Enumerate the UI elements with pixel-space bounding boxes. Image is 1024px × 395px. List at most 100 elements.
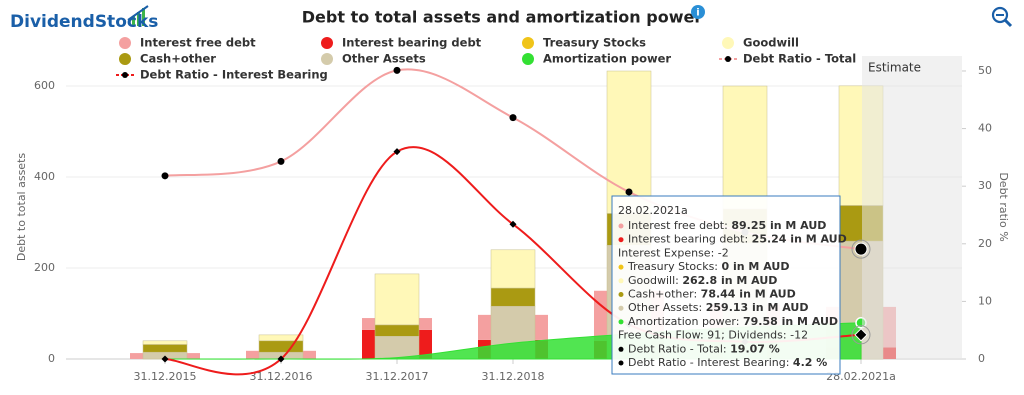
y2-tick-label: 40 xyxy=(978,122,992,135)
y-tick-label: 200 xyxy=(34,261,55,274)
y2-axis-title: Debt ratio % xyxy=(997,172,1010,241)
tooltip-bullet xyxy=(618,305,624,311)
tooltip-value: 19.07 % xyxy=(730,342,780,355)
tooltip-bullet xyxy=(618,237,624,243)
y2-tick-label: 50 xyxy=(978,64,992,77)
tooltip-bullet xyxy=(618,360,624,366)
tooltip-title: 28.02.2021a xyxy=(618,204,688,217)
legend-marker xyxy=(321,37,333,49)
tooltip-row: Interest free debt: 89.25 in M AUD xyxy=(628,219,826,232)
tooltip-label: Other Assets: xyxy=(628,301,702,314)
tooltip-label: Cash+other: xyxy=(628,288,697,301)
point xyxy=(854,242,868,256)
zoom-button[interactable] xyxy=(991,6,1013,28)
legend-item[interactable]: Goodwill xyxy=(722,36,799,50)
tooltip-label: Interest free debt: xyxy=(628,219,728,232)
point xyxy=(161,172,169,180)
bar xyxy=(142,344,188,353)
bar xyxy=(490,249,536,289)
y2-tick-label: 20 xyxy=(978,237,992,250)
tooltip-row: Amortization power: 79.58 in M AUD xyxy=(628,315,838,328)
bar xyxy=(258,334,304,342)
tooltip-value: 4.2 % xyxy=(793,356,827,369)
x-tick-label: 31.12.2016 xyxy=(250,370,313,383)
point xyxy=(509,220,517,228)
legend-label: Cash+other xyxy=(140,52,216,66)
legend-marker xyxy=(321,53,333,65)
tooltip-bullet xyxy=(618,346,624,352)
tooltip-value: 79.58 in M AUD xyxy=(743,315,838,328)
point xyxy=(161,355,169,363)
point xyxy=(854,328,868,342)
legend-label: Goodwill xyxy=(743,36,799,50)
legend-item[interactable]: Debt Ratio - Interest Bearing xyxy=(116,68,328,82)
bar xyxy=(374,273,420,326)
tooltip-row: Debt Ratio - Total: 19.07 % xyxy=(628,342,780,355)
tooltip-row: Interest Expense: -2 xyxy=(618,246,729,259)
point xyxy=(393,148,401,156)
point xyxy=(625,188,633,196)
bar xyxy=(490,287,536,307)
legend-label: Debt Ratio - Total xyxy=(743,52,856,66)
tooltip-label: Debt Ratio - Interest Bearing: xyxy=(628,356,789,369)
tooltip-value: 262.8 in M AUD xyxy=(682,274,777,287)
bar xyxy=(374,336,420,360)
legend-item[interactable]: Interest bearing debt xyxy=(321,36,482,50)
hover-ring xyxy=(851,325,871,345)
legend-item[interactable]: Amortization power xyxy=(522,52,671,66)
tooltip-label: Amortization power: xyxy=(628,315,739,328)
info-icon[interactable] xyxy=(691,5,705,19)
legend-label: Debt Ratio - Interest Bearing xyxy=(140,68,328,82)
legend-item[interactable]: Other Assets xyxy=(321,52,426,66)
tooltip-row: Cash+other: 78.44 in M AUD xyxy=(628,288,796,301)
tooltip-row: Treasury Stocks: 0 in M AUD xyxy=(627,260,789,273)
tooltip-value: 89.25 in M AUD xyxy=(731,219,826,232)
tooltip-row: Goodwill: 262.8 in M AUD xyxy=(628,274,777,287)
y2-tick-label: 10 xyxy=(978,294,992,307)
point xyxy=(277,355,285,363)
y-tick-label: 0 xyxy=(48,352,55,365)
logo-icon xyxy=(127,5,149,26)
y-axis-title: Debt to total assets xyxy=(15,153,28,262)
point xyxy=(509,114,517,122)
legend-marker xyxy=(119,37,131,49)
chart-title: Debt to total assets and amortization po… xyxy=(302,8,703,27)
estimate-label: Estimate xyxy=(868,61,921,75)
y-tick-label: 400 xyxy=(34,170,55,183)
tooltip-row: Debt Ratio - Interest Bearing: 4.2 % xyxy=(628,356,827,369)
legend-marker xyxy=(122,72,128,78)
y2-tick-label: 0 xyxy=(978,352,985,365)
tooltip-bullet xyxy=(618,292,624,297)
tooltip-box xyxy=(611,195,841,375)
legend-marker xyxy=(725,56,731,62)
tooltip-value: 259.13 in M AUD xyxy=(706,301,809,314)
tooltip-value: 0 in M AUD xyxy=(722,260,790,273)
info-text[interactable]: i xyxy=(696,8,699,19)
tooltip-row: Interest bearing debt: 25.24 in M AUD xyxy=(628,233,847,246)
tooltip-label: Debt Ratio - Total: xyxy=(628,342,727,355)
legend-item[interactable]: Debt Ratio - Total xyxy=(719,52,856,66)
tooltip-value: 25.24 in M AUD xyxy=(752,233,847,246)
point xyxy=(277,157,285,165)
legend-label: Amortization power xyxy=(543,52,671,66)
y-tick-label: 600 xyxy=(34,79,55,92)
legend-label: Other Assets xyxy=(342,52,426,66)
hover-ring xyxy=(851,239,871,259)
tooltip-row: Other Assets: 259.13 in M AUD xyxy=(628,301,808,314)
x-tick-label: 28.02.2021a xyxy=(826,370,896,383)
bar xyxy=(142,340,188,345)
tooltip: 28.02.2021a Interest free debt: 89.25 in … xyxy=(611,195,847,375)
legend-item[interactable]: Treasury Stocks xyxy=(522,36,646,50)
tooltip-label: Goodwill: xyxy=(628,274,679,287)
bar xyxy=(374,324,420,337)
x-tick-label: 31.12.2015 xyxy=(134,370,197,383)
legend-item[interactable]: Cash+other xyxy=(119,52,216,66)
legend-label: Treasury Stocks xyxy=(543,36,646,50)
logo: DividendStocks xyxy=(10,12,158,32)
estimate-region xyxy=(862,56,962,359)
x-tick-label: 31.12.2017 xyxy=(366,370,429,383)
legend-item[interactable]: Interest free debt xyxy=(119,36,256,50)
legend-marker xyxy=(522,53,534,65)
